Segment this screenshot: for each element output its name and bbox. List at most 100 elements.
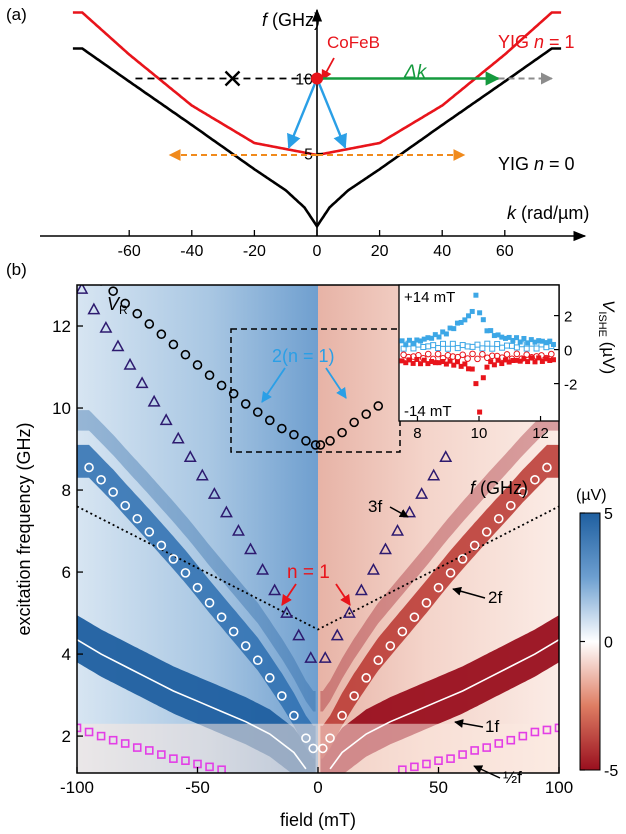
- inset-point-minus: [484, 364, 490, 370]
- inset-point-plus: [443, 331, 449, 337]
- inset-ticks: 8 10 12 2 0 -2: [413, 309, 577, 442]
- y-tick-label: 12: [52, 317, 71, 336]
- inset-point-plus: [480, 317, 486, 323]
- delta-k-label: Δk: [403, 62, 428, 83]
- marker-n-1: [289, 710, 299, 721]
- marker-n-1: [228, 626, 239, 637]
- marker-n-1: [240, 641, 251, 651]
- band-upper-neg: [77, 410, 316, 712]
- k-tick-label: 20: [371, 243, 389, 260]
- marker-3f: [415, 487, 429, 499]
- marker-3f: [244, 542, 257, 555]
- inset-point-minus: [436, 360, 442, 366]
- arrow-2n1-left: [261, 367, 286, 403]
- yig-n1-prefix: YIG: [498, 32, 534, 52]
- inset-point-plus: [484, 328, 490, 334]
- y-tick-label: 4: [62, 645, 71, 664]
- panel-a: (a) -60 -40 -20 0 20 40 60 5 10 f (GHz) k (rad/µ…: [6, 5, 589, 260]
- marker-3f: [195, 468, 209, 481]
- yig-n0-prefix: YIG: [498, 154, 534, 174]
- yig-n1-var: n: [534, 32, 544, 52]
- inset-point-minus: [514, 357, 520, 363]
- marker-3f: [135, 376, 149, 389]
- f-axis-label: f (GHz): [262, 10, 320, 30]
- inset-x-tick-label: 12: [532, 425, 549, 442]
- f-axis-var: f: [262, 10, 269, 30]
- inset-point-minus: [488, 359, 494, 365]
- marker-n-1: [481, 527, 492, 537]
- inset-point-plus: [399, 338, 405, 344]
- marker-3f: [256, 562, 270, 575]
- marker-2-n-1-: [315, 440, 326, 450]
- marker-n-1: [168, 554, 179, 564]
- marker-2-n-1-: [228, 388, 239, 399]
- marker-3f: [123, 357, 137, 370]
- inset-point-minus: [454, 359, 460, 365]
- marker-n-1: [84, 462, 94, 473]
- inset-x-unit: (GHz): [475, 478, 528, 498]
- marker-n-1: [180, 568, 191, 578]
- marker-half-f: [108, 735, 118, 745]
- inset-point-minus: [495, 357, 501, 363]
- arrow-n1-right: [335, 583, 351, 606]
- marker-3f: [111, 339, 125, 352]
- inset-ref-minus: [434, 350, 442, 358]
- inset-y-unit: (µV): [599, 337, 618, 374]
- inset-y-tick-label: 2: [564, 309, 572, 326]
- marker-half-f: [530, 727, 540, 737]
- marker-3f: [318, 651, 332, 663]
- vr-label: VR: [107, 294, 128, 317]
- inset-point-minus: [528, 355, 534, 361]
- inset-ref-minus: [538, 352, 545, 359]
- marker-3f: [207, 487, 221, 499]
- inset-point-plus: [473, 292, 479, 298]
- inset-point-minus: [458, 363, 464, 369]
- yig-n0-suffix: = 0: [544, 154, 575, 174]
- inset-ref-plus: [405, 340, 412, 347]
- marker-half-f: [458, 750, 467, 759]
- white-line-left: [77, 639, 307, 770]
- marker-n-1: [318, 743, 328, 754]
- marker-n-1: [108, 487, 118, 497]
- marker-half-f: [506, 735, 516, 745]
- marker-3f: [87, 302, 101, 315]
- marker-3f: [159, 413, 173, 426]
- marker-half-f: [494, 739, 504, 748]
- colorbar-tick-label: 5: [604, 506, 613, 523]
- inset-ref-plus: [400, 345, 407, 352]
- yig-n1-label: YIG n = 1: [498, 32, 575, 52]
- marker-n-1: [361, 673, 372, 683]
- inset-point-minus: [403, 360, 409, 366]
- inset-x-label: f (GHz): [470, 478, 528, 498]
- k-tick-label: -60: [118, 243, 141, 260]
- inset-y-label: VISHE (µV): [596, 300, 618, 374]
- colorbar-tick-label: 0: [604, 635, 613, 652]
- k-tick-label: 60: [496, 243, 514, 260]
- marker-n-1: [301, 733, 311, 743]
- marker-n-1: [409, 612, 420, 622]
- marker-half-f: [410, 762, 419, 772]
- inset-ref-minus: [449, 353, 457, 360]
- inset-point-plus: [447, 325, 453, 331]
- x-tick-label: 50: [429, 778, 448, 797]
- marker-n-1: [373, 655, 384, 666]
- inset-point-minus: [414, 356, 420, 362]
- marker-half-f: [434, 756, 443, 765]
- vr-sub: R: [119, 303, 128, 317]
- inset-point-plus: [466, 313, 472, 319]
- blue-arrow-right: [315, 78, 347, 149]
- inset-point-minus: [425, 361, 431, 367]
- marker-n-1: [469, 540, 480, 551]
- marker-n-1: [96, 474, 106, 485]
- arrow-2n1-right: [325, 367, 347, 399]
- inset-point-plus: [521, 335, 527, 341]
- marker-2-n-1-: [108, 286, 118, 296]
- marker-2-n-1-: [98, 285, 104, 286]
- inset-point-minus: [466, 366, 472, 372]
- inset-point-plus: [477, 310, 483, 316]
- inset-point-minus: [432, 360, 438, 366]
- inset-point-minus: [499, 361, 505, 367]
- y-tick-label: 10: [52, 399, 71, 418]
- band-upper-pos: [320, 410, 559, 712]
